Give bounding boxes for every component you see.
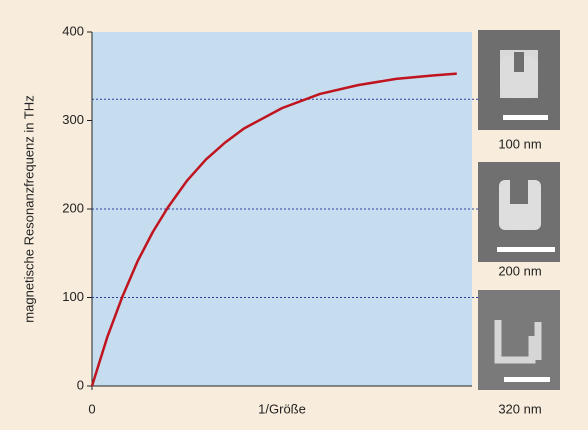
- y-tick-label: 400: [62, 23, 84, 38]
- y-axis-label: magnetische Resonanzfrequenz in THz: [21, 95, 36, 322]
- y-tick-label: 100: [62, 289, 84, 304]
- y-tick-label: 0: [77, 377, 84, 392]
- chart: magnetische Resonanzfrequenz in THz 1/Gr…: [0, 0, 588, 430]
- x-axis-label: 1/Größe: [258, 401, 306, 416]
- inset-1: [478, 30, 560, 130]
- y-tick-label: 200: [62, 200, 84, 215]
- inset-label: 320 nm: [498, 401, 541, 416]
- inset-label: 100 nm: [498, 136, 541, 151]
- inset-3: [478, 290, 560, 390]
- inset-2: [478, 162, 560, 262]
- y-tick-label: 300: [62, 112, 84, 127]
- inset-label: 200 nm: [498, 263, 541, 278]
- x-tick-label: 0: [88, 401, 95, 416]
